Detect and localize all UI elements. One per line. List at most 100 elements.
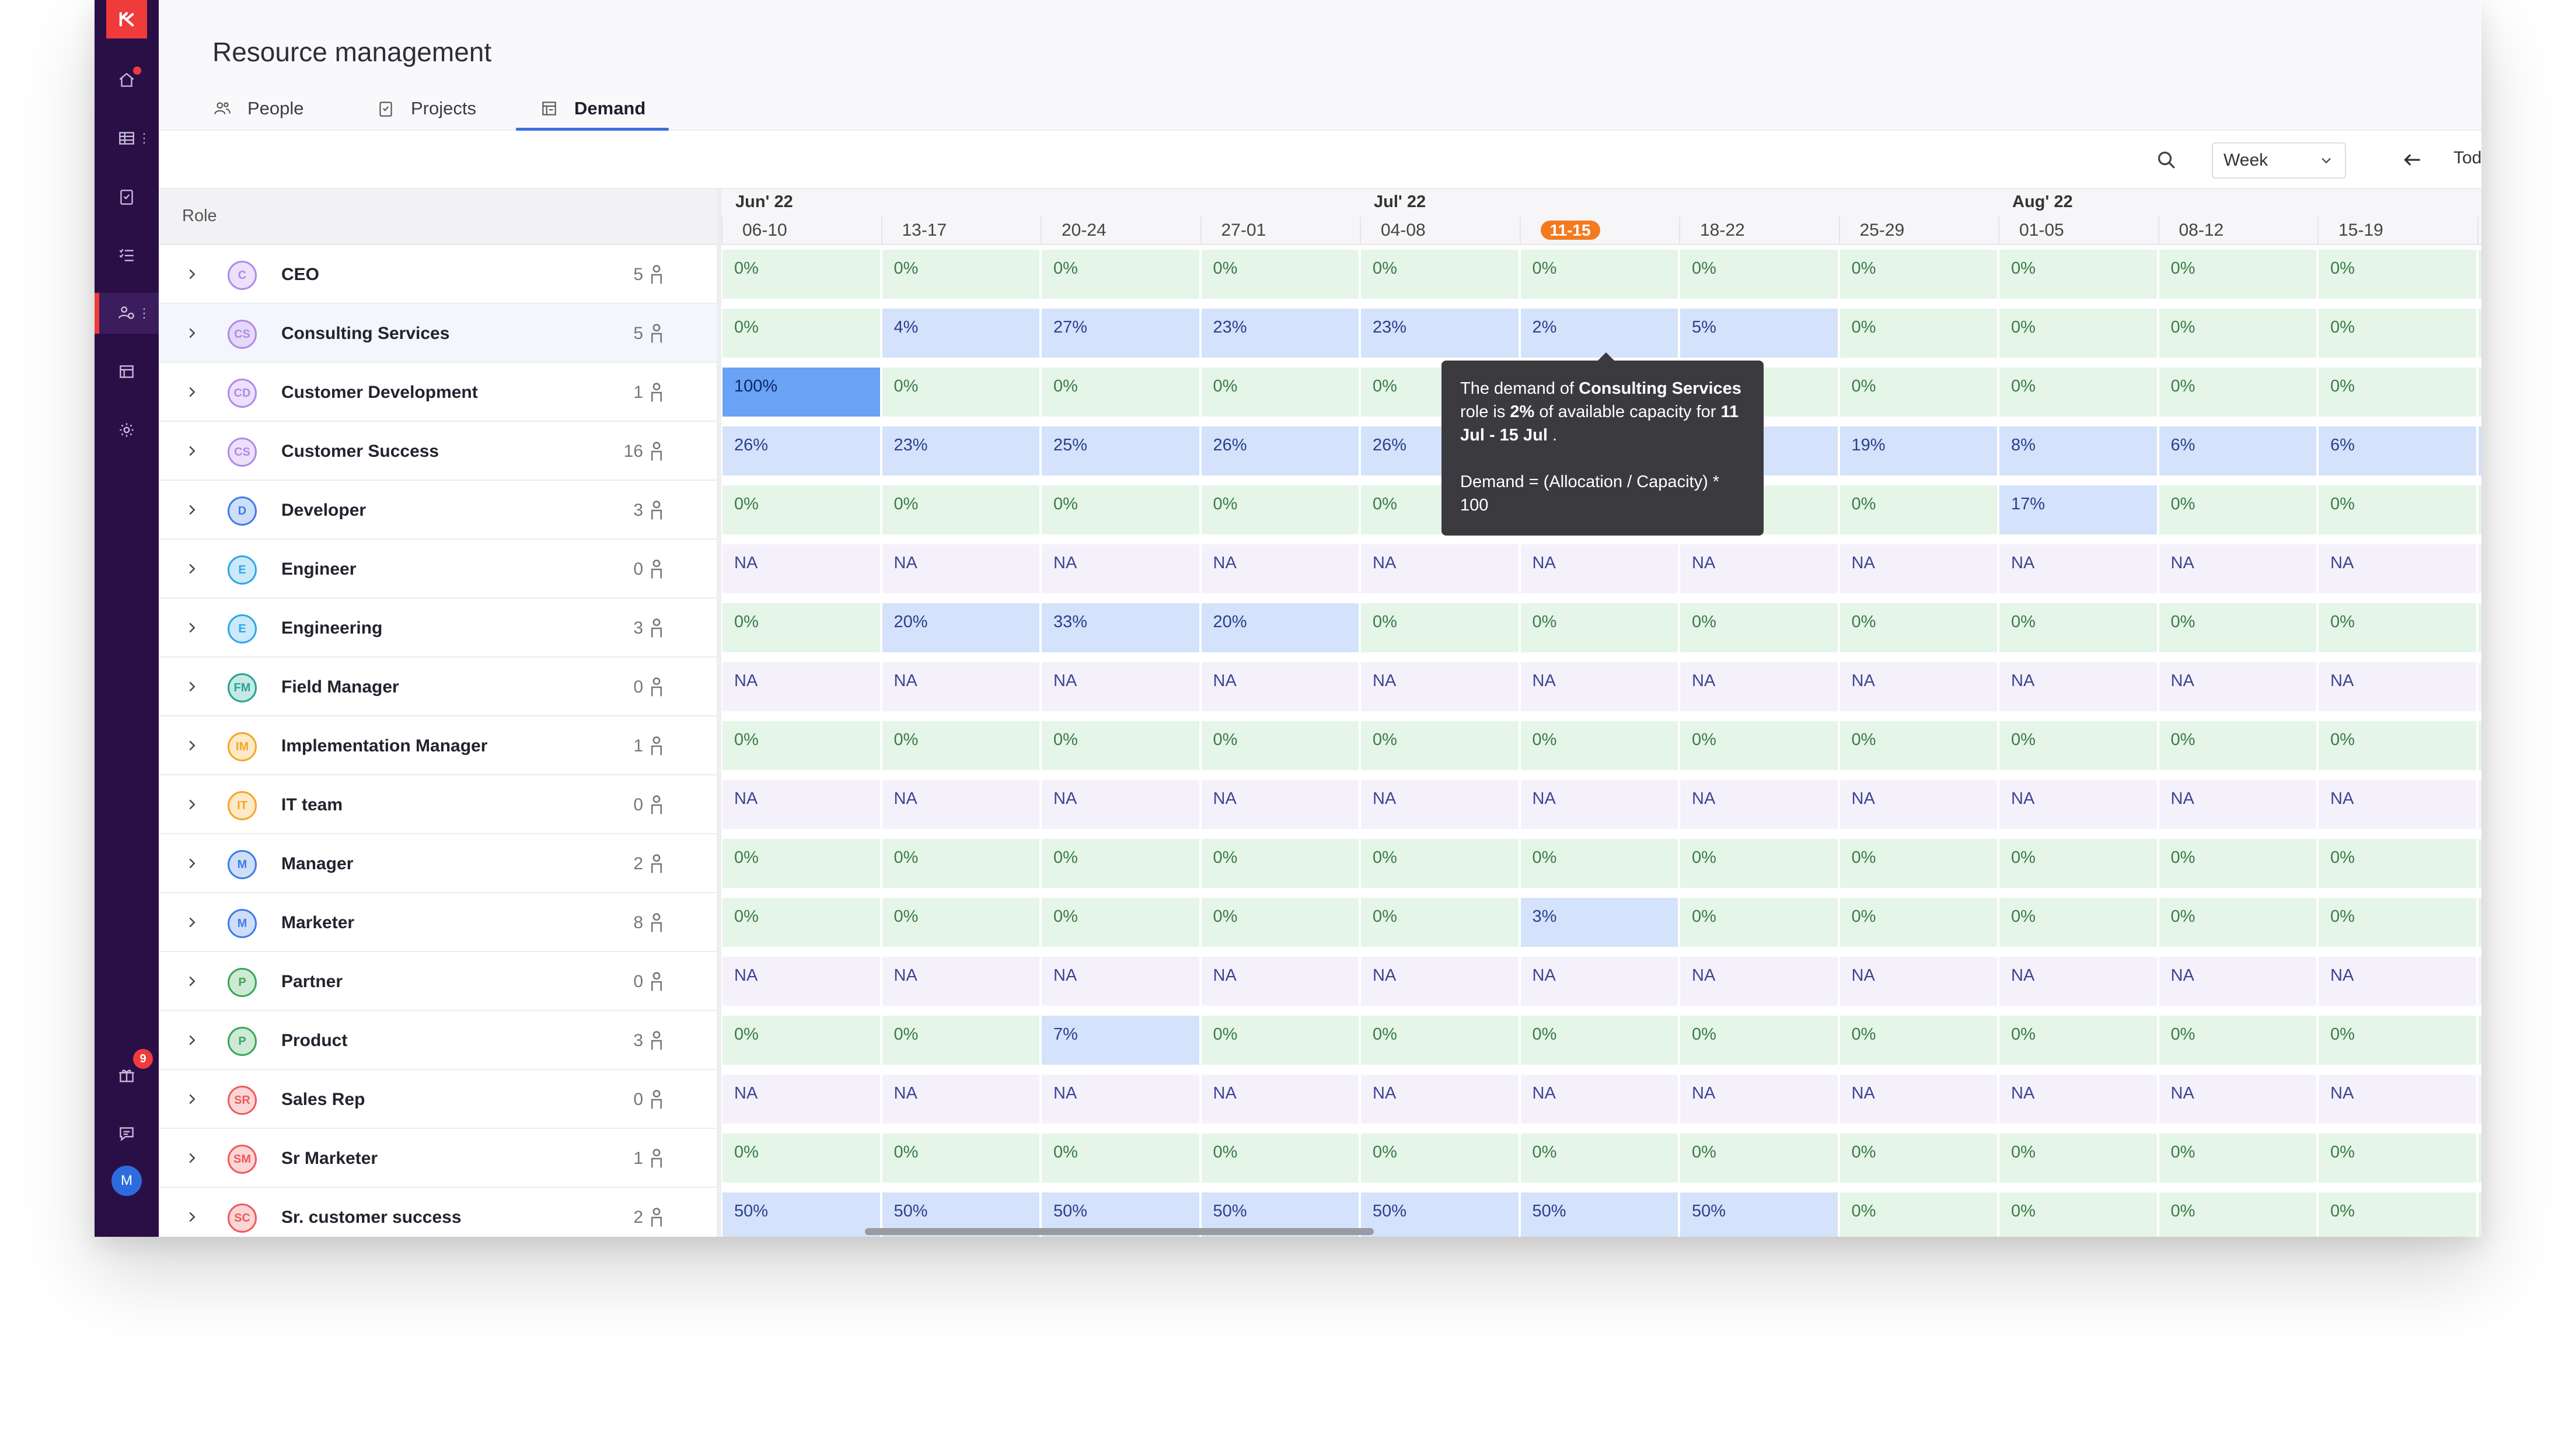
expand-chevron-icon[interactable] — [183, 1090, 201, 1108]
demand-cell[interactable]: 0% — [722, 839, 880, 888]
demand-cell[interactable]: 0% — [722, 250, 880, 299]
demand-cell[interactable]: NA — [2319, 662, 2476, 711]
demand-cell[interactable]: NA — [1680, 957, 1838, 1006]
role-row[interactable]: P Partner 0 — [159, 952, 717, 1011]
demand-cell[interactable]: 0% — [1201, 250, 1359, 299]
demand-cell[interactable]: 0% — [1839, 721, 1997, 770]
more-icon[interactable]: ⋮ — [138, 306, 151, 320]
nav-home[interactable] — [95, 60, 159, 100]
demand-cell[interactable]: NA — [2478, 780, 2481, 829]
demand-cell[interactable]: NA — [1839, 780, 1997, 829]
demand-cell[interactable]: NA — [1042, 957, 1199, 1006]
demand-cell[interactable]: NA — [1520, 544, 1678, 593]
demand-cell[interactable]: 0% — [2159, 1192, 2316, 1237]
demand-cell[interactable]: 0% — [1999, 839, 2157, 888]
demand-cell[interactable]: 0% — [1999, 1134, 2157, 1183]
demand-cell[interactable]: NA — [882, 1075, 1039, 1124]
demand-cell[interactable]: 50% — [722, 1192, 880, 1237]
demand-cell[interactable]: NA — [2159, 662, 2316, 711]
demand-cell[interactable]: 0% — [1999, 309, 2157, 358]
demand-cell[interactable]: 0% — [1839, 603, 1997, 652]
demand-cell[interactable]: NA — [1201, 1075, 1359, 1124]
demand-cell[interactable]: 0% — [1042, 368, 1199, 417]
column-divider[interactable] — [717, 189, 721, 1237]
demand-cell[interactable]: 0% — [1201, 368, 1359, 417]
demand-cell[interactable]: 26% — [722, 426, 880, 475]
demand-cell[interactable]: NA — [2478, 957, 2481, 1006]
demand-cell[interactable]: 0% — [1520, 603, 1678, 652]
nav-projects[interactable] — [95, 176, 159, 217]
expand-chevron-icon[interactable] — [183, 737, 201, 754]
demand-cell[interactable]: 0% — [2478, 721, 2481, 770]
demand-cell[interactable]: 27% — [1042, 309, 1199, 358]
demand-cell[interactable]: 3% — [1520, 898, 1678, 947]
demand-cell[interactable]: NA — [1839, 1075, 1997, 1124]
demand-cell[interactable]: NA — [722, 544, 880, 593]
view-select[interactable]: Week — [2212, 142, 2346, 179]
demand-cell[interactable]: NA — [1839, 957, 1997, 1006]
demand-cell[interactable]: 0% — [1520, 250, 1678, 299]
role-row[interactable]: IM Implementation Manager 1 — [159, 716, 717, 775]
demand-cell[interactable]: 0% — [2159, 603, 2316, 652]
demand-cell[interactable]: 23% — [1201, 309, 1359, 358]
demand-cell[interactable]: 0% — [1201, 485, 1359, 534]
role-row[interactable]: M Marketer 8 — [159, 893, 717, 952]
role-row[interactable]: M Manager 2 — [159, 834, 717, 893]
demand-cell[interactable]: NA — [1999, 544, 2157, 593]
expand-chevron-icon[interactable] — [183, 973, 201, 990]
demand-cell[interactable]: 0% — [2319, 721, 2476, 770]
expand-chevron-icon[interactable] — [183, 383, 201, 401]
demand-cell[interactable]: 0% — [1520, 721, 1678, 770]
nav-resources[interactable]: ⋮ — [95, 293, 159, 334]
demand-cell[interactable]: 0% — [882, 368, 1039, 417]
demand-cell[interactable]: 0% — [1999, 603, 2157, 652]
demand-cell[interactable]: 0% — [1839, 898, 1997, 947]
demand-cell[interactable]: NA — [2159, 544, 2316, 593]
demand-cell[interactable]: NA — [1520, 662, 1678, 711]
demand-cell[interactable]: 33% — [1042, 603, 1199, 652]
demand-cell[interactable]: NA — [1839, 662, 1997, 711]
horizontal-scrollbar[interactable] — [865, 1228, 1374, 1235]
demand-cell[interactable]: 23% — [1361, 309, 1519, 358]
demand-cell[interactable]: NA — [1042, 780, 1199, 829]
role-row[interactable]: C CEO 5 — [159, 245, 717, 304]
demand-cell[interactable]: NA — [722, 1075, 880, 1124]
demand-cell[interactable]: NA — [882, 544, 1039, 593]
demand-cell[interactable]: NA — [1361, 780, 1519, 829]
demand-cell[interactable]: 0% — [2478, 1134, 2481, 1183]
demand-cell[interactable]: 0% — [2159, 898, 2316, 947]
demand-cell[interactable]: NA — [1361, 544, 1519, 593]
demand-cell[interactable]: NA — [2159, 957, 2316, 1006]
demand-cell[interactable]: 26% — [1201, 426, 1359, 475]
demand-cell[interactable]: NA — [1680, 780, 1838, 829]
expand-chevron-icon[interactable] — [183, 442, 201, 460]
demand-cell[interactable]: 0% — [1042, 1134, 1199, 1183]
demand-cell[interactable]: 0% — [1361, 839, 1519, 888]
demand-cell[interactable]: NA — [882, 957, 1039, 1006]
demand-cell[interactable]: 0% — [1520, 839, 1678, 888]
demand-cell[interactable]: 0% — [1042, 721, 1199, 770]
demand-cell[interactable]: 0% — [2478, 1016, 2481, 1065]
demand-cell[interactable]: NA — [1361, 662, 1519, 711]
demand-cell[interactable]: 0% — [1361, 603, 1519, 652]
demand-cell[interactable]: 0% — [1839, 1134, 1997, 1183]
nav-settings[interactable] — [95, 410, 159, 450]
demand-cell[interactable]: 0% — [1680, 1134, 1838, 1183]
tab-projects[interactable]: Projects — [376, 86, 476, 131]
demand-cell[interactable]: 0% — [2159, 1016, 2316, 1065]
demand-cell[interactable]: 0% — [2478, 839, 2481, 888]
demand-cell[interactable]: NA — [1839, 544, 1997, 593]
expand-chevron-icon[interactable] — [183, 1208, 201, 1226]
demand-cell[interactable]: 0% — [2159, 368, 2316, 417]
demand-cell[interactable]: 0% — [1680, 1016, 1838, 1065]
demand-cell[interactable]: 0% — [1999, 898, 2157, 947]
demand-cell[interactable]: 0% — [1680, 898, 1838, 947]
demand-cell[interactable]: 0% — [1839, 309, 1997, 358]
demand-cell[interactable]: NA — [1042, 662, 1199, 711]
role-row[interactable]: FM Field Manager 0 — [159, 657, 717, 716]
nav-table[interactable]: ⋮ — [95, 118, 159, 159]
role-row[interactable]: CS Customer Success 16 — [159, 422, 717, 481]
demand-cell[interactable]: 0% — [1201, 721, 1359, 770]
demand-cell[interactable]: 0% — [2319, 1192, 2476, 1237]
demand-cell[interactable]: 0% — [722, 721, 880, 770]
